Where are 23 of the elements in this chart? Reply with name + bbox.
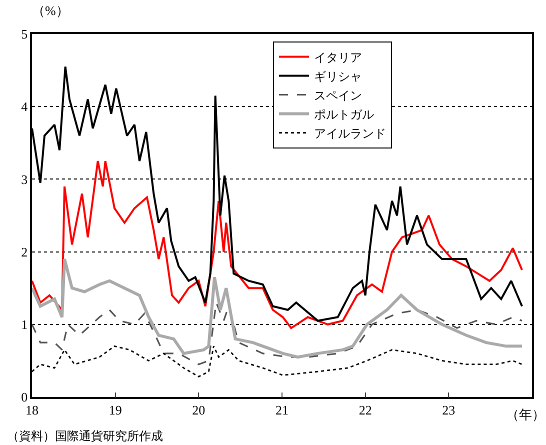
legend-label: スペイン [314,88,362,102]
x-axis-title: （年） [506,407,545,422]
x-tick-label: 20 [192,402,206,418]
x-tick-label: 23 [442,402,456,418]
legend-label: ポルトガル [314,107,374,122]
y-tick-label: 0 [21,390,28,405]
y-tick-label: 4 [21,99,28,114]
legend-label: イタリア [314,50,362,64]
x-tick-label: 22 [358,402,372,418]
y-tick-label: 3 [21,172,28,187]
x-tick-label: 19 [108,402,122,418]
line-series [32,160,523,330]
text: （資料）国際通貨研究所作成 [7,429,163,443]
legend-label: アイルランド [314,126,386,140]
y-axis-title: （%） [32,3,69,18]
line-series [32,302,523,366]
x-tick-label: 21 [276,402,288,418]
line-series [32,258,524,359]
x-tick-label: 18 [26,402,38,418]
legend-label: ギリシャ [314,69,362,84]
y-tick-label: 2 [21,244,28,260]
y-tick-label: 5 [21,26,28,42]
y-tick-label: 1 [21,316,28,332]
